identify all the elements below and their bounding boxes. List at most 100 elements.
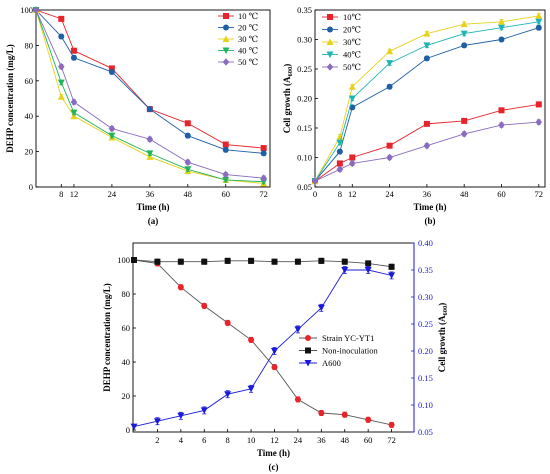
data-point-a	[184, 132, 191, 139]
y-axis-label-c: DEHP concentration (mg/L)	[102, 283, 112, 392]
series-line-c-2	[133, 269, 392, 428]
data-point-c	[318, 257, 325, 264]
data-point-c	[224, 257, 231, 264]
series-line-a-3	[35, 9, 264, 183]
x-tick-label-b: 8	[338, 189, 342, 199]
x-tick-label-c: 36	[317, 435, 326, 445]
y-right-tick-label-c: 0.20	[418, 346, 433, 356]
x-tick-label-b: 60	[497, 189, 506, 199]
data-point-c	[364, 267, 372, 274]
data-point-b	[460, 30, 468, 38]
panel-b: 0 8 12 24 36 48 60 72 0.05 0.10 0.15 0.20 0.25 0.30 0.…	[282, 5, 546, 226]
data-point-c	[177, 258, 184, 265]
data-point-c	[317, 304, 325, 312]
panel-a: 8 12 24 36 48 60 72 0 20 40 60 80 100 Time (h) DEHP co…	[5, 5, 271, 226]
series-line-b-4	[314, 121, 539, 182]
data-point-c	[177, 412, 185, 420]
data-point-c	[154, 258, 161, 265]
x-tick-label-c: 12	[270, 435, 279, 445]
x-tick-label-b: 24	[385, 189, 394, 199]
data-point-a	[70, 47, 77, 54]
data-point-c	[177, 284, 184, 291]
x-tick-label-c: 4	[179, 435, 184, 445]
data-point-b	[461, 117, 468, 124]
data-point-c	[248, 336, 255, 343]
series-line-c-0	[133, 259, 392, 426]
legend-marker-b	[327, 14, 333, 20]
data-point-a	[260, 150, 267, 157]
legend-label-a: 10 ℃	[238, 11, 258, 21]
data-point-b	[535, 101, 542, 108]
data-point-a	[184, 166, 192, 173]
legend-marker-b	[326, 38, 334, 45]
data-point-a	[57, 79, 65, 87]
x-tick-label-a: 60	[221, 189, 230, 199]
data-point-a	[108, 68, 115, 75]
data-point-b	[336, 139, 344, 147]
data-point-b	[311, 177, 319, 185]
series-line-a-4	[35, 9, 264, 179]
y-tick-label-c: 40	[122, 357, 131, 367]
y-tick-label-b: 0.15	[297, 123, 312, 133]
data-point-c	[201, 258, 208, 265]
series-line-a-1	[35, 9, 264, 154]
data-point-c	[388, 272, 396, 279]
x-tick-label-a: 8	[59, 189, 63, 199]
legend-label-b: 30℃	[343, 37, 361, 47]
data-point-b	[498, 107, 505, 114]
y-tick-label-a: 20	[25, 147, 34, 157]
data-point-a	[146, 135, 154, 144]
y-tick-label-a: 80	[25, 40, 34, 50]
data-point-b	[535, 24, 542, 31]
data-point-c	[318, 410, 325, 416]
data-point-b	[386, 142, 393, 149]
y-right-axis-label-c: Cell growth (A600)	[437, 303, 449, 373]
x-tick-label-c: 60	[364, 435, 373, 445]
y-axis-label-a: DEHP concentration (mg/L)	[5, 44, 15, 153]
data-point-b	[460, 130, 468, 138]
y-tick-label-b: 0.35	[297, 5, 312, 15]
y-tick-label-a: 100	[20, 5, 33, 15]
data-point-c	[388, 421, 395, 428]
data-point-b	[535, 12, 543, 19]
legend-marker-b	[326, 51, 334, 58]
x-tick-label-a: 48	[184, 189, 193, 199]
data-point-c	[131, 257, 137, 263]
data-point-b	[336, 133, 344, 140]
x-tick-label-a: 24	[108, 189, 117, 199]
data-point-c	[201, 302, 208, 309]
data-point-b	[423, 141, 431, 150]
data-point-b	[348, 83, 356, 90]
legend-label-a: 30 ℃	[238, 34, 258, 44]
y-right-tick-label-c: 0.10	[418, 400, 433, 410]
data-point-a	[146, 150, 154, 157]
x-tick-label-c: 48	[341, 435, 350, 445]
legend-marker-a	[222, 58, 230, 66]
legend-marker-a	[222, 35, 230, 42]
data-point-a	[260, 174, 267, 182]
data-point-c	[247, 385, 255, 393]
data-point-b	[423, 55, 430, 62]
data-point-b	[386, 83, 393, 90]
x-tick-label-c: 6	[202, 435, 206, 445]
data-point-a	[70, 98, 78, 106]
data-point-c	[271, 258, 278, 265]
legend-label-a: 40 ℃	[238, 46, 258, 56]
data-point-c	[365, 416, 372, 423]
data-point-b	[336, 148, 343, 155]
panel-c: 2 4 6 8 10 12 24 36 48 60 720204060801000.050.100.…	[102, 238, 449, 472]
y-tick-label-b: 0.30	[297, 35, 312, 45]
y-right-tick-label-c: 0.30	[418, 292, 433, 302]
data-point-a	[32, 6, 40, 14]
x-tick-label-a: 12	[70, 189, 79, 199]
x-tick-label-b: 12	[348, 189, 357, 199]
legend-label-b: 20℃	[343, 25, 361, 35]
data-point-a	[108, 124, 116, 133]
x-tick-label-a: 36	[146, 189, 155, 199]
data-point-c	[294, 258, 301, 265]
y-tick-label-a: 60	[25, 76, 34, 86]
y-tick-label-a: 0	[29, 182, 33, 192]
data-point-b	[461, 42, 468, 49]
x-tick-label-c: 72	[387, 435, 396, 445]
data-point-a	[260, 145, 267, 152]
